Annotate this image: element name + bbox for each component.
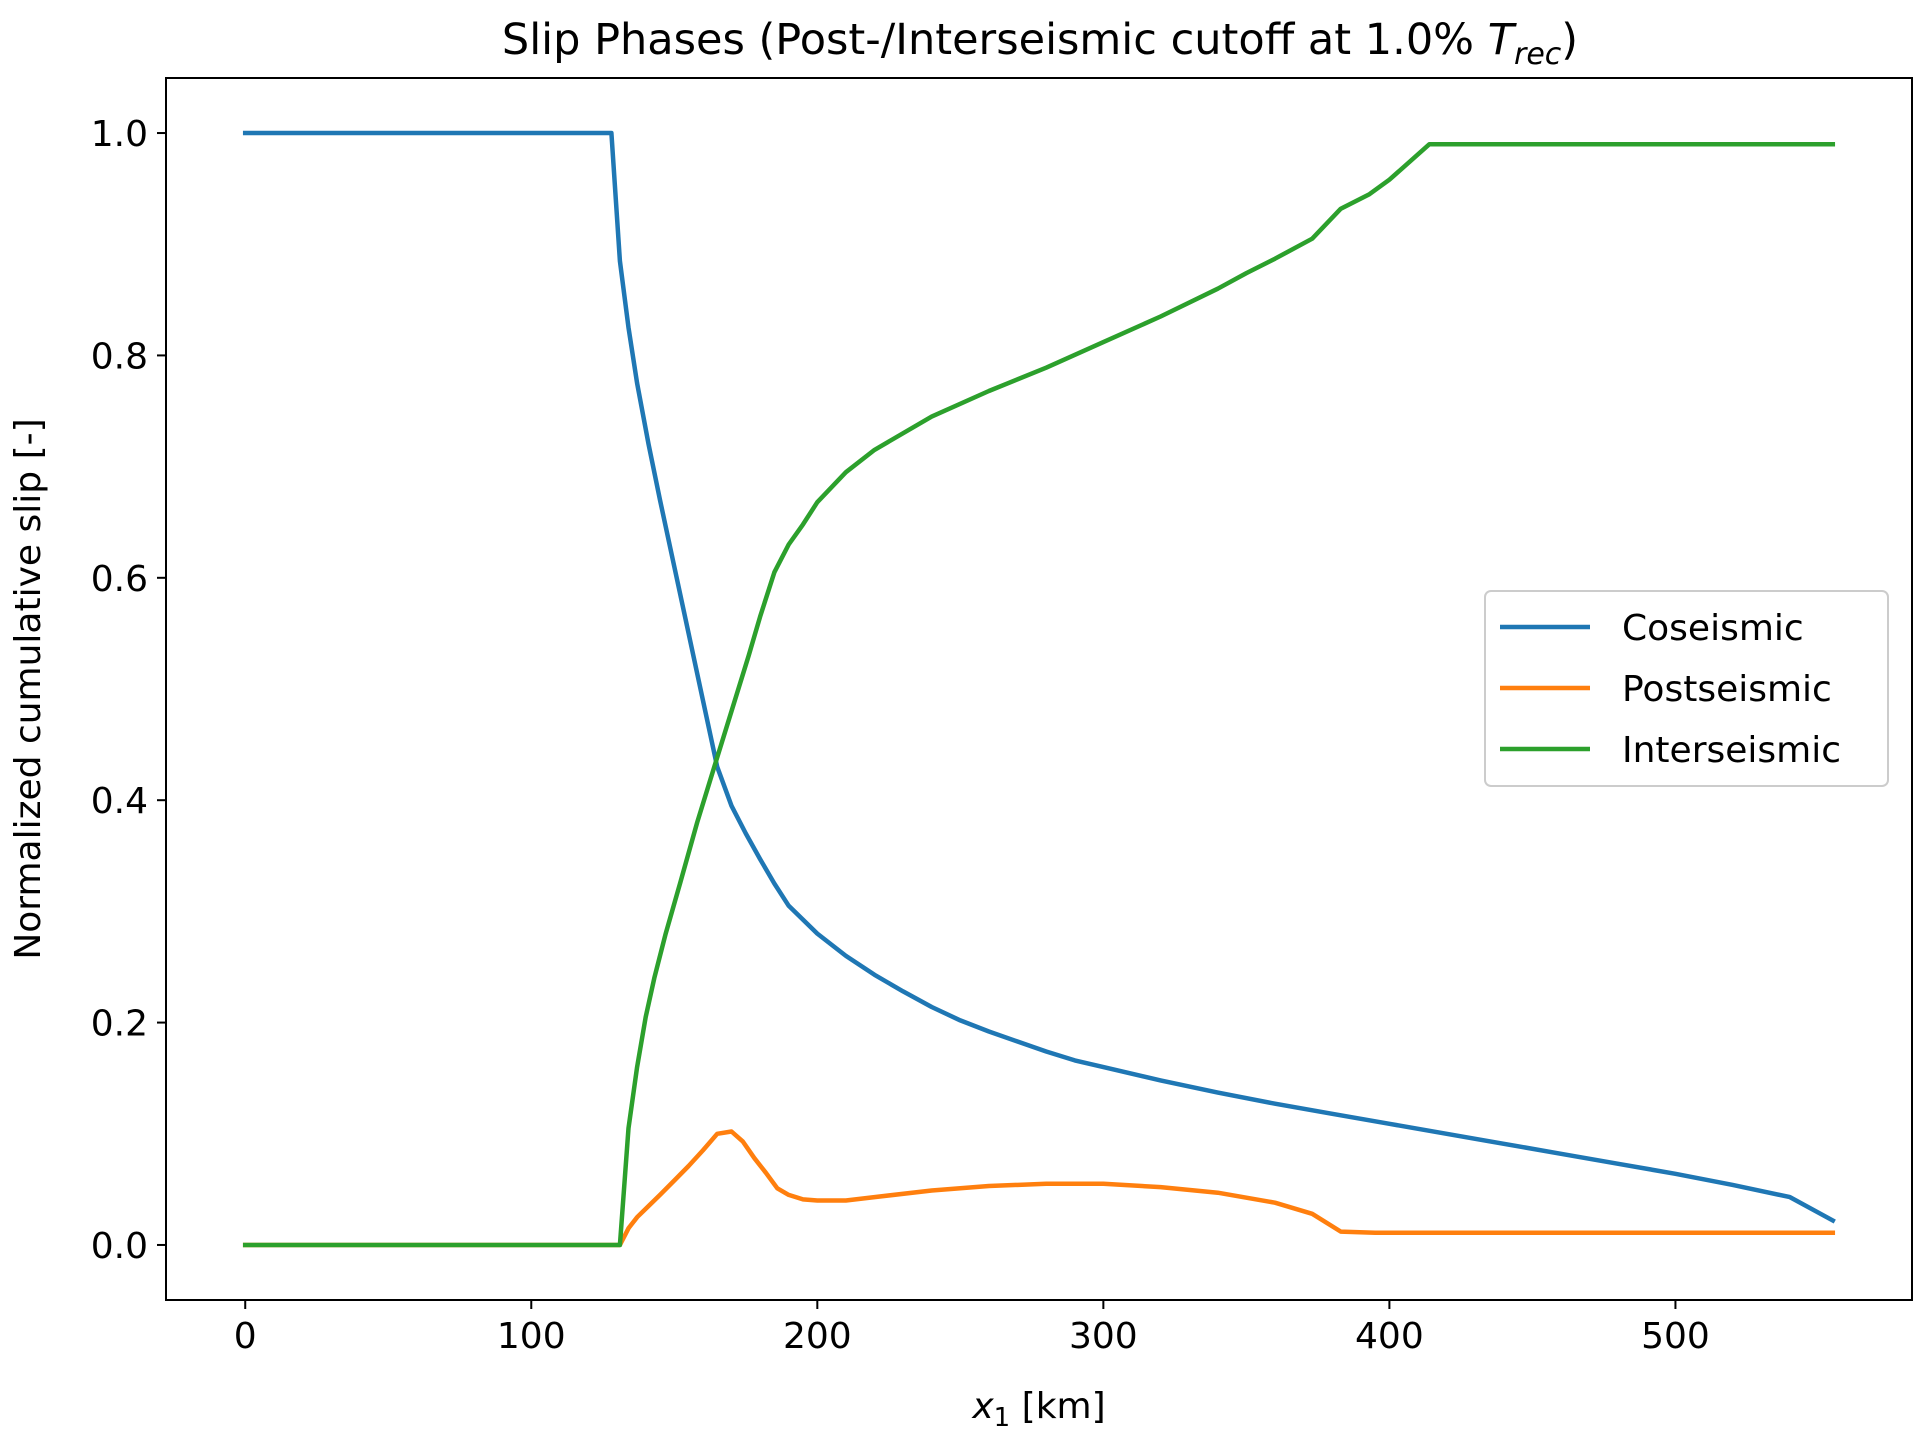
x-tick-label: 500 — [1641, 1316, 1710, 1357]
x-tick-label: 0 — [234, 1316, 257, 1357]
x-tick-label: 300 — [1069, 1316, 1138, 1357]
chart-title: Slip Phases (Post-/Interseismic cutoff a… — [502, 15, 1578, 72]
legend: Coseismic Postseismic Interseismic — [1484, 590, 1889, 787]
x-tick-label: 200 — [783, 1316, 852, 1357]
y-tick-label: 0.6 — [91, 559, 148, 600]
plot-area — [165, 77, 1913, 1301]
y-tick-label: 1.0 — [91, 114, 148, 155]
legend-label-interseismic: Interseismic — [1622, 730, 1841, 771]
legend-box — [1484, 590, 1889, 787]
y-tick-label: 0.8 — [91, 336, 148, 377]
series-line-postseismic — [242, 1129, 1836, 1248]
series-line-coseismic — [242, 130, 1836, 1224]
x-tick-label: 400 — [1355, 1316, 1424, 1357]
axes-frame — [165, 77, 1913, 1301]
x-axis-label: x1 [km] — [971, 1386, 1105, 1433]
y-axis-ticks: 0.0 0.2 0.4 0.6 0.8 1.0 — [91, 114, 166, 1267]
series-line-interseismic — [242, 141, 1836, 1248]
series-group — [242, 130, 1836, 1248]
legend-label-postseismic: Postseismic — [1622, 669, 1832, 710]
y-tick-label: 0.4 — [91, 781, 148, 822]
x-tick-label: 100 — [497, 1316, 566, 1357]
y-axis-label: Normalized cumulative slip [-] — [8, 418, 49, 959]
x-axis-ticks: 0 100 200 300 400 500 — [234, 1300, 1710, 1357]
legend-label-coseismic: Coseismic — [1622, 608, 1804, 649]
y-tick-label: 0.0 — [91, 1226, 148, 1267]
y-tick-label: 0.2 — [91, 1004, 148, 1045]
